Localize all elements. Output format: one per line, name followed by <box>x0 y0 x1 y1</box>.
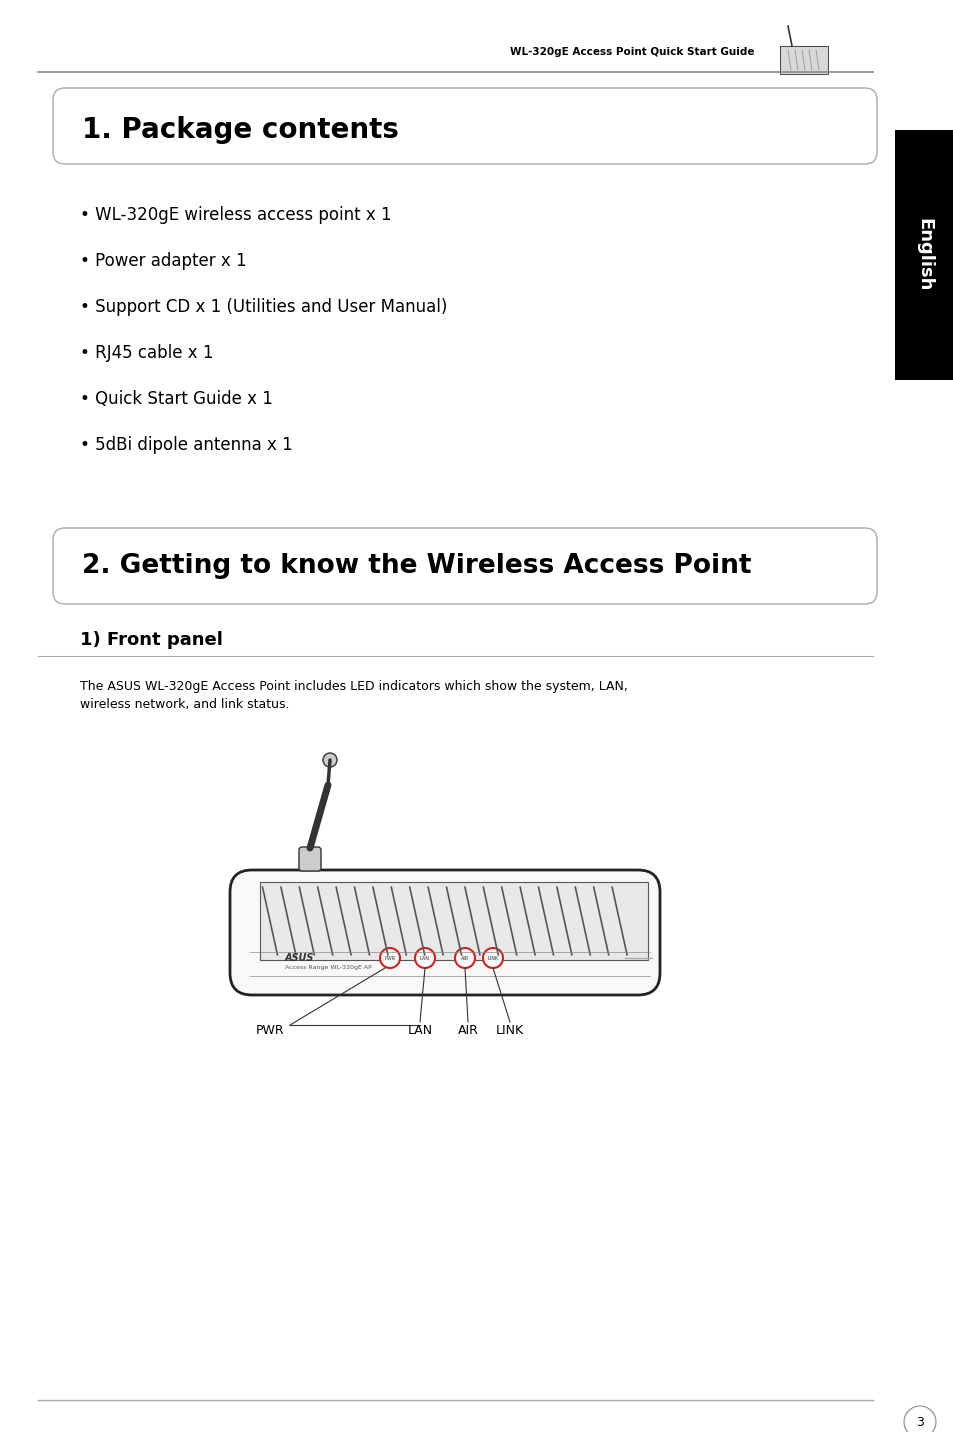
Bar <box>894 130 952 379</box>
Text: 1) Front panel: 1) Front panel <box>80 632 223 649</box>
Text: The ASUS WL-320gE Access Point includes LED indicators which show the system, LA: The ASUS WL-320gE Access Point includes … <box>80 680 627 693</box>
Text: Access Range WL-320gE AP: Access Range WL-320gE AP <box>285 965 372 969</box>
Text: 1. Package contents: 1. Package contents <box>82 116 398 145</box>
FancyBboxPatch shape <box>53 528 876 604</box>
Text: 2. Getting to know the Wireless Access Point: 2. Getting to know the Wireless Access P… <box>82 553 751 579</box>
Circle shape <box>323 753 336 768</box>
Circle shape <box>455 948 475 968</box>
Text: LINK: LINK <box>487 955 498 961</box>
Text: LINK: LINK <box>496 1024 523 1037</box>
FancyBboxPatch shape <box>780 46 827 74</box>
Text: AIR: AIR <box>457 1024 478 1037</box>
Circle shape <box>482 948 502 968</box>
Text: LAN: LAN <box>419 955 430 961</box>
Text: 3: 3 <box>915 1415 923 1429</box>
Circle shape <box>903 1406 935 1432</box>
Text: LAN: LAN <box>407 1024 432 1037</box>
Text: PWR: PWR <box>384 955 395 961</box>
Text: • WL-320gE wireless access point x 1: • WL-320gE wireless access point x 1 <box>80 206 392 223</box>
Text: ASUS: ASUS <box>285 954 314 962</box>
Text: English: English <box>914 218 932 292</box>
FancyBboxPatch shape <box>53 87 876 165</box>
Text: WL-320gE Access Point Quick Start Guide: WL-320gE Access Point Quick Start Guide <box>510 47 754 57</box>
Text: PWR: PWR <box>255 1024 284 1037</box>
Circle shape <box>415 948 435 968</box>
Text: • Support CD x 1 (Utilities and User Manual): • Support CD x 1 (Utilities and User Man… <box>80 298 447 316</box>
Text: • RJ45 cable x 1: • RJ45 cable x 1 <box>80 344 213 362</box>
Text: • Power adapter x 1: • Power adapter x 1 <box>80 252 247 271</box>
FancyBboxPatch shape <box>298 846 320 871</box>
Text: • Quick Start Guide x 1: • Quick Start Guide x 1 <box>80 390 273 408</box>
Circle shape <box>379 948 399 968</box>
Text: AIR: AIR <box>460 955 469 961</box>
FancyBboxPatch shape <box>230 871 659 995</box>
FancyBboxPatch shape <box>260 882 647 959</box>
Text: wireless network, and link status.: wireless network, and link status. <box>80 697 289 712</box>
Text: • 5dBi dipole antenna x 1: • 5dBi dipole antenna x 1 <box>80 435 293 454</box>
